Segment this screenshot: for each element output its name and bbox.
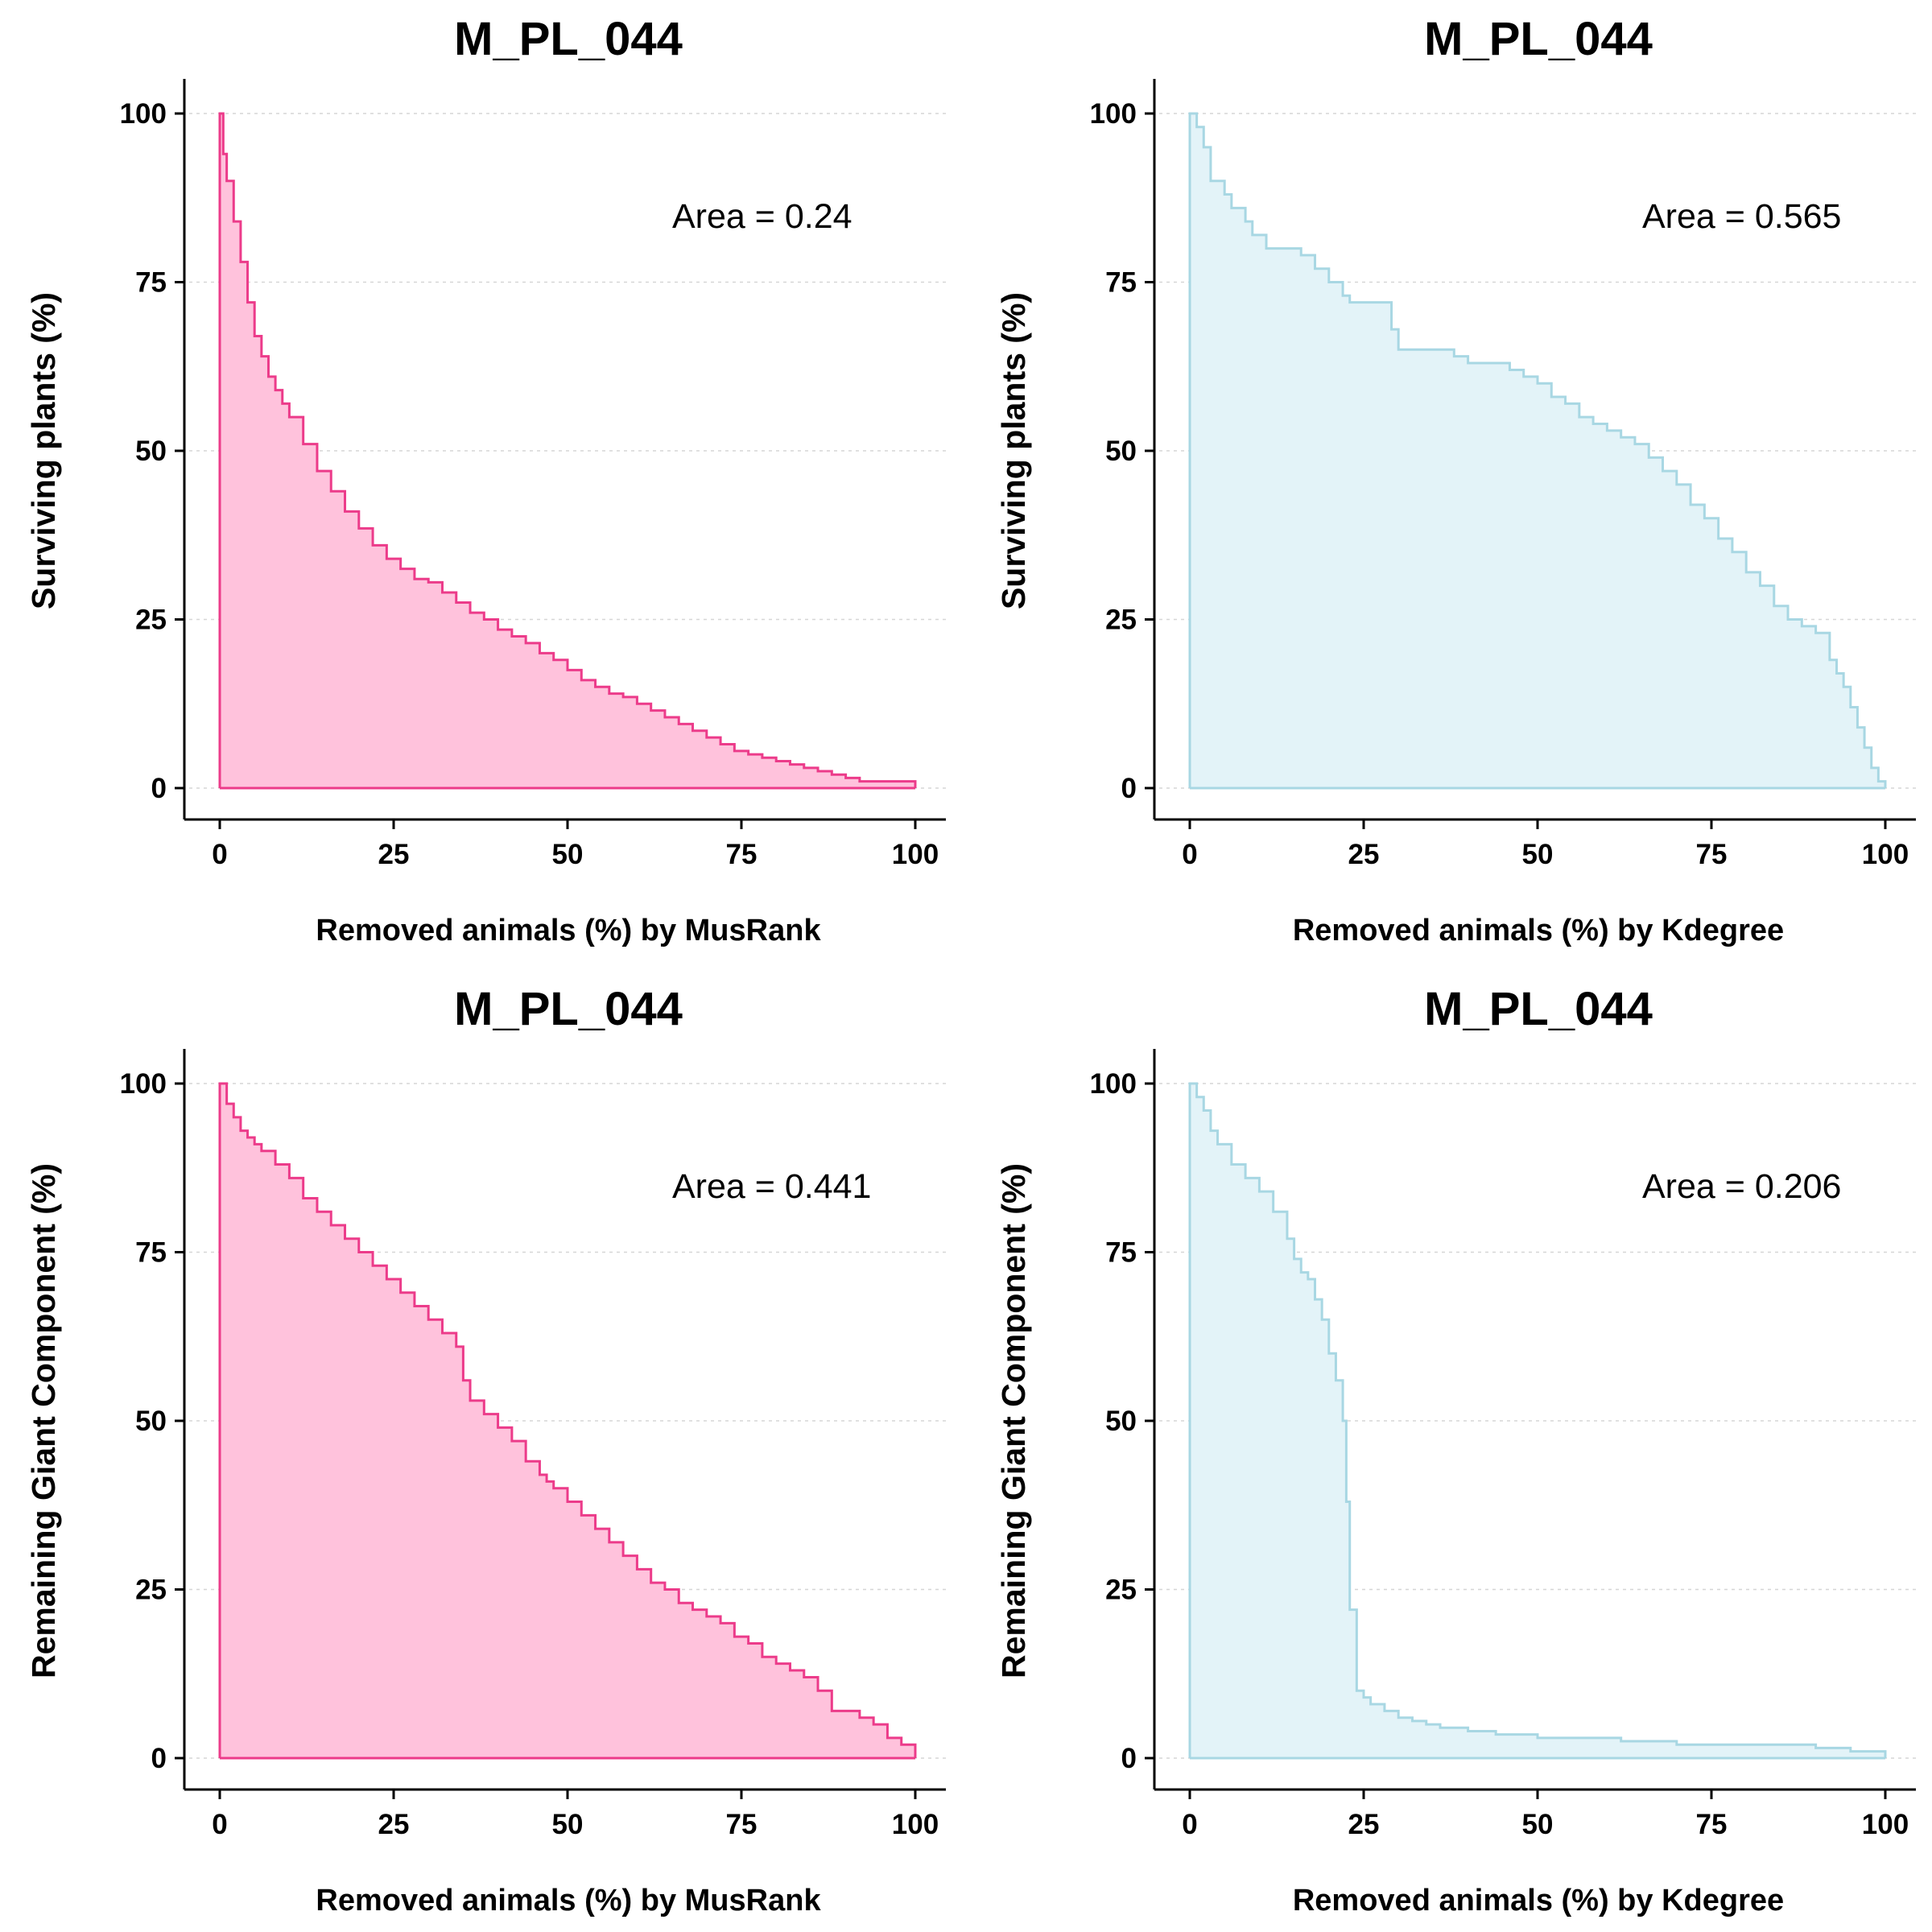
plot-area [1159,112,1916,790]
series-line [218,112,917,788]
panel-title: M_PL_044 [454,983,683,1035]
y-tick-label: 50 [1105,436,1137,467]
axis-ticks: 0 25 50 75 100 0 25 50 75 100 [120,79,946,870]
x-axis-label: Removed animals (%) by MusRank [316,914,821,947]
y-tick-label: 0 [1121,773,1137,804]
y-axis-label: Remaining Giant Component (%) [25,1163,62,1678]
panel-giant-kdegree: M_PL_044 Remaining Giant Component (%) R… [995,983,1916,1918]
x-axis-label: Removed animals (%) by Kdegree [1293,1884,1784,1918]
y-axis-label: Remaining Giant Component (%) [995,1163,1032,1678]
area-annotation: Area = 0.24 [672,197,852,236]
axis-ticks: 0 25 50 75 100 0 25 50 75 100 [1090,79,1916,870]
y-tick-label: 50 [1105,1406,1137,1437]
plot-area [1159,1082,1916,1760]
y-tick-label: 100 [120,98,167,130]
x-tick-label: 75 [1696,1809,1728,1840]
y-tick-label: 0 [151,773,167,804]
series-line [218,1082,917,1758]
y-tick-label: 100 [1090,1068,1137,1100]
x-axis-label: Removed animals (%) by MusRank [316,1884,821,1918]
x-tick-label: 0 [212,1809,227,1840]
x-tick-label: 50 [552,839,584,870]
y-tick-label: 25 [1105,1575,1137,1606]
panel-title: M_PL_044 [1424,983,1653,1035]
x-tick-label: 100 [1862,1809,1909,1840]
y-tick-label: 100 [120,1068,167,1100]
panel-surviving-kdegree: M_PL_044 Surviving plants (%) Removed an… [995,13,1916,947]
y-tick-label: 25 [135,605,167,636]
series-line [1188,1082,1887,1758]
area-fill [220,114,915,788]
x-tick-label: 75 [726,1809,758,1840]
y-tick-label: 50 [135,436,167,467]
area-annotation: Area = 0.565 [1642,197,1841,236]
x-tick-label: 25 [378,839,410,870]
x-tick-label: 25 [1348,839,1380,870]
y-tick-label: 25 [135,1575,167,1606]
x-tick-label: 100 [892,1809,939,1840]
plot-area [189,1082,946,1760]
x-tick-label: 100 [892,839,939,870]
area-fill [1190,114,1885,788]
area-fill [220,1084,915,1758]
panel-title: M_PL_044 [1424,13,1653,65]
x-tick-label: 75 [726,839,758,870]
x-tick-label: 0 [212,839,227,870]
x-tick-label: 75 [1696,839,1728,870]
y-tick-label: 75 [1105,1237,1137,1269]
area-annotation: Area = 0.206 [1642,1167,1841,1206]
x-tick-label: 100 [1862,839,1909,870]
x-tick-label: 50 [1522,839,1554,870]
y-axis-label: Surviving plants (%) [25,292,62,609]
axis-ticks: 0 25 50 75 100 0 25 50 75 100 [120,1049,946,1840]
x-tick-label: 25 [378,1809,410,1840]
x-tick-label: 50 [552,1809,584,1840]
x-axis-label: Removed animals (%) by Kdegree [1293,914,1784,947]
y-tick-label: 25 [1105,605,1137,636]
y-tick-label: 75 [135,1237,167,1269]
area-annotation: Area = 0.441 [672,1167,871,1206]
plot-area [189,112,946,790]
area-fill [1190,1084,1885,1758]
x-tick-label: 25 [1348,1809,1380,1840]
panel-title: M_PL_044 [454,13,683,65]
x-tick-label: 0 [1182,1809,1197,1840]
y-tick-label: 50 [135,1406,167,1437]
axis-ticks: 0 25 50 75 100 0 25 50 75 100 [1090,1049,1916,1840]
y-tick-label: 0 [151,1743,167,1774]
panel-surviving-musrank: M_PL_044 Surviving plants (%) Removed an… [25,13,946,947]
x-tick-label: 0 [1182,839,1197,870]
y-tick-label: 100 [1090,98,1137,130]
y-tick-label: 0 [1121,1743,1137,1774]
series-line [1188,112,1887,788]
x-tick-label: 50 [1522,1809,1554,1840]
y-tick-label: 75 [135,267,167,299]
panel-giant-musrank: M_PL_044 Remaining Giant Component (%) R… [25,983,946,1918]
y-axis-label: Surviving plants (%) [995,292,1032,609]
y-tick-label: 75 [1105,267,1137,299]
